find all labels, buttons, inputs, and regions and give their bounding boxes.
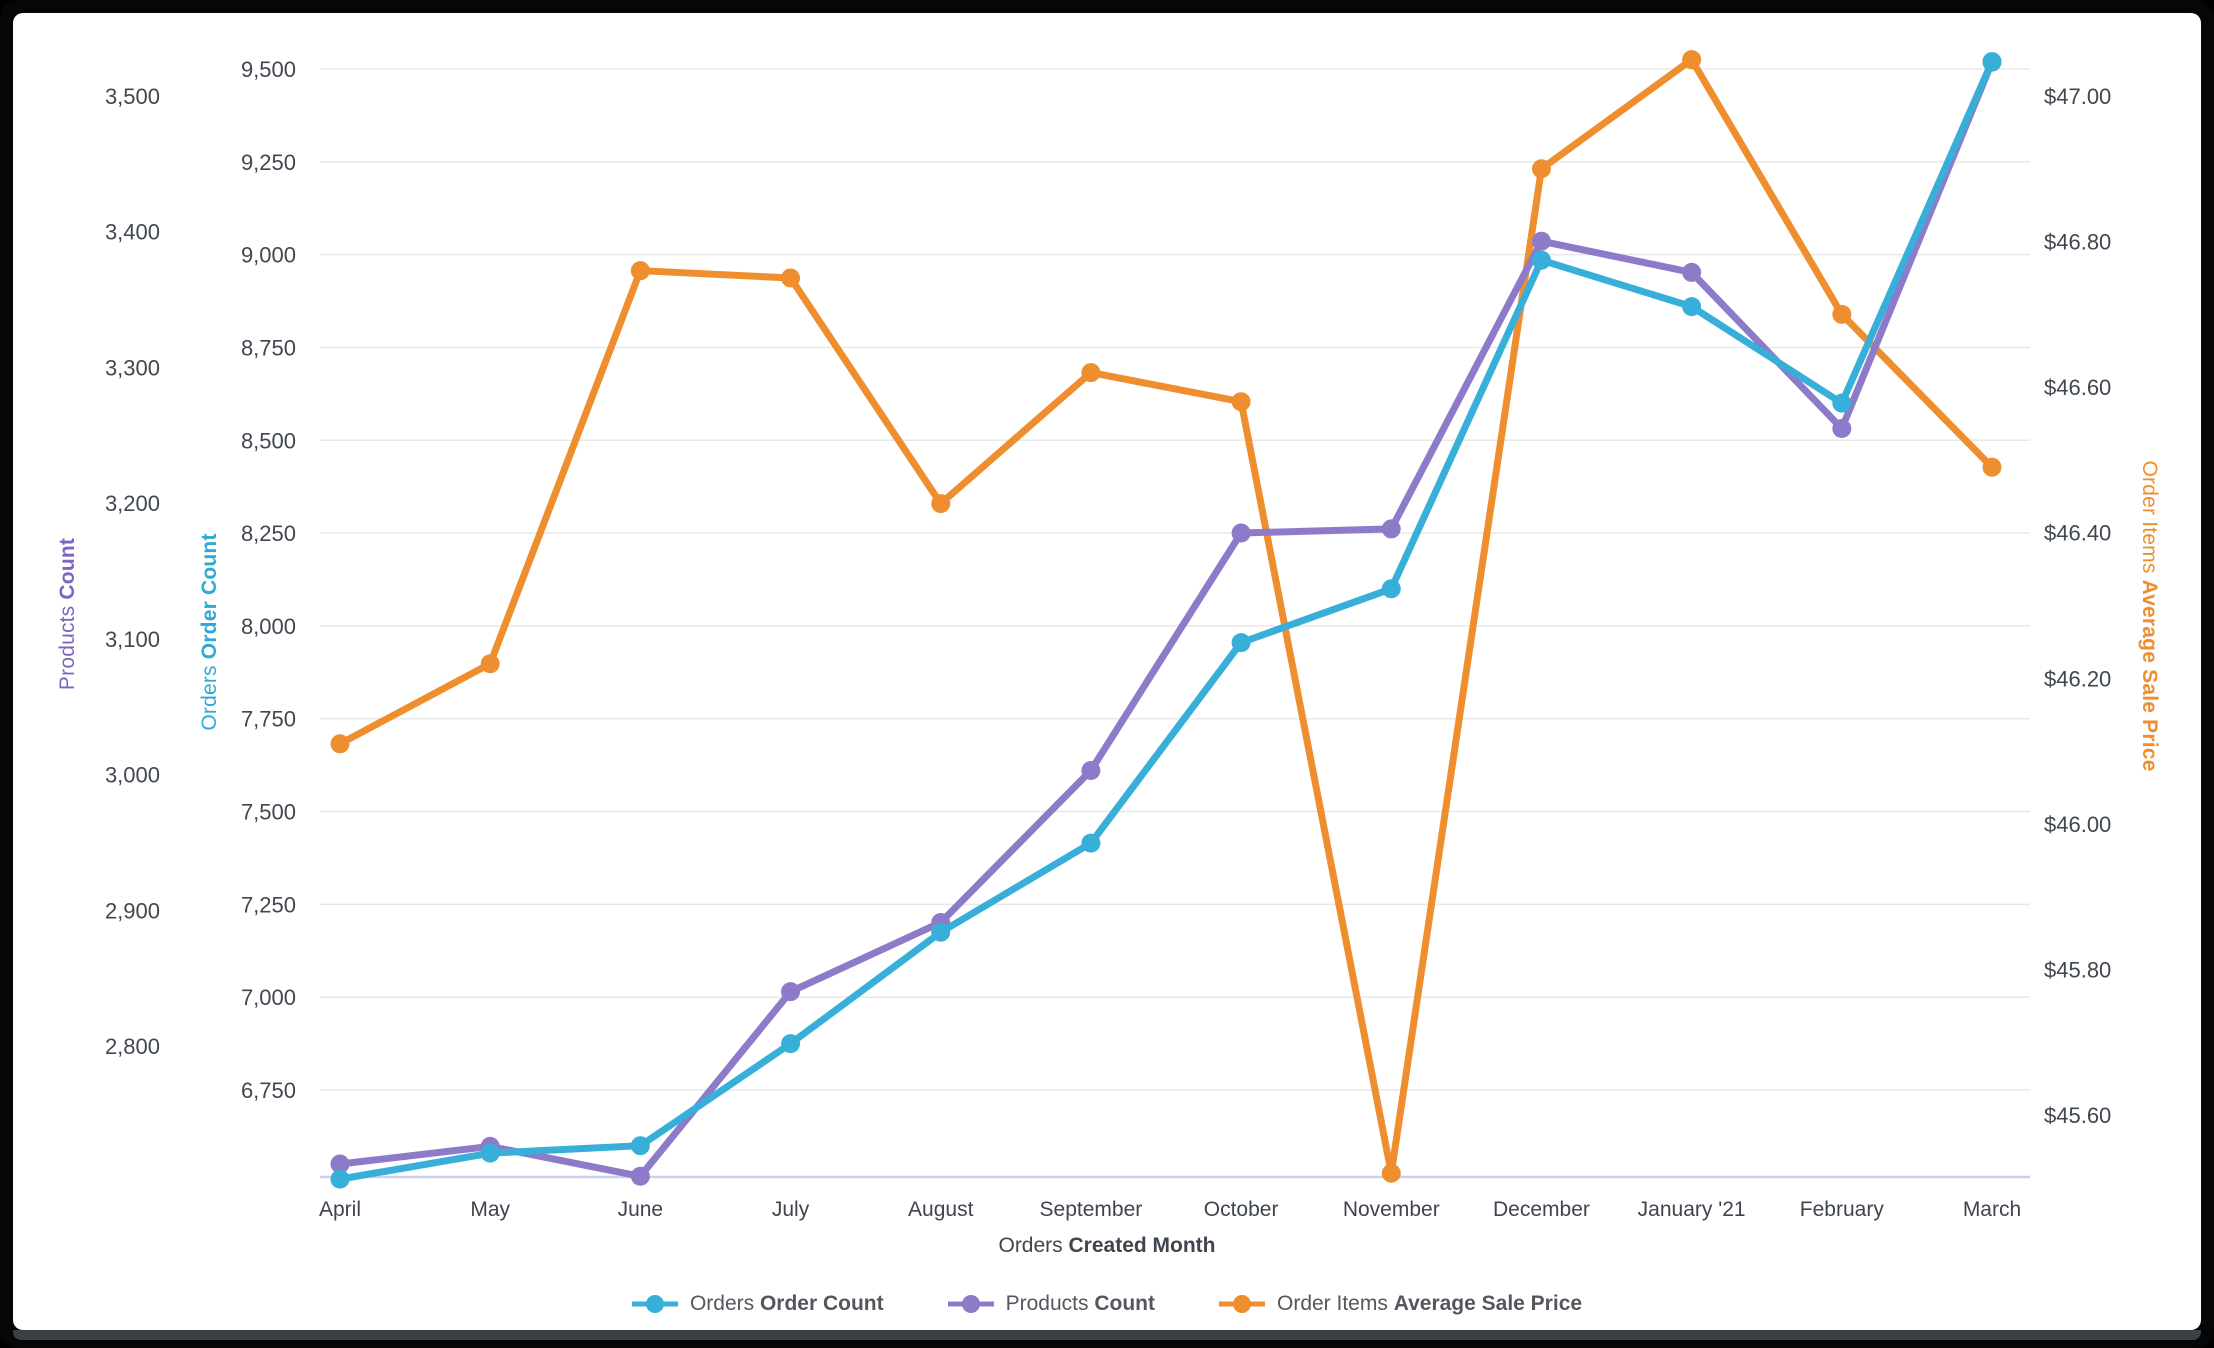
series-line-orders_order_count [336, 58, 1996, 1183]
orders-tick-label: 9,250 [241, 150, 296, 175]
price-tick-label: $46.60 [2044, 375, 2111, 400]
data-point-products_count-10[interactable] [1832, 418, 1852, 438]
data-point-products_count-9[interactable] [1682, 262, 1702, 282]
series-line-products_count [336, 58, 1996, 1180]
x-tick-label: May [470, 1198, 510, 1221]
legend-item-orders-order-count[interactable]: Orders Order Count [631, 1292, 884, 1316]
legend-marker-icon [631, 1295, 678, 1313]
legend-marker-icon [1219, 1295, 1265, 1313]
window-bottom-edge [13, 1330, 2201, 1340]
data-point-orders_order_count-0[interactable] [330, 1169, 350, 1189]
data-point-products_count-5[interactable] [1081, 760, 1101, 780]
data-point-orders_order_count-3[interactable] [781, 1034, 801, 1054]
price-tick-label: $47.00 [2044, 84, 2111, 109]
data-point-products_count-2[interactable] [630, 1166, 650, 1186]
orders-tick-label: 8,750 [241, 335, 296, 360]
data-point-order_items_average_sale_price-9[interactable] [1682, 50, 1702, 70]
x-tick-label: January '21 [1638, 1198, 1746, 1221]
products-tick-label: 3,300 [105, 355, 160, 380]
data-point-products_count-6[interactable] [1231, 523, 1251, 543]
price-tick-label: $46.80 [2044, 230, 2111, 255]
legend-marker-icon [947, 1295, 994, 1313]
orders-tick-label: 8,000 [241, 614, 296, 639]
x-tick-label: October [1204, 1198, 1279, 1221]
x-tick-label: March [1963, 1198, 2021, 1221]
price-tick-label: $46.40 [2044, 521, 2111, 546]
products-tick-label: 3,500 [105, 84, 160, 109]
products-tick-label: 2,800 [105, 1034, 160, 1059]
orders-tick-label: 7,250 [241, 892, 296, 917]
data-point-orders_order_count-11[interactable] [1982, 52, 2002, 72]
data-point-orders_order_count-5[interactable] [1081, 833, 1101, 853]
orders-tick-label: 8,250 [241, 521, 296, 546]
x-tick-label: June [618, 1198, 664, 1221]
data-point-order_items_average_sale_price-4[interactable] [931, 494, 951, 514]
data-point-order_items_average_sale_price-1[interactable] [480, 654, 500, 674]
data-point-orders_order_count-6[interactable] [1231, 633, 1251, 653]
products-tick-label: 3,100 [105, 627, 160, 652]
products-tick-label: 3,000 [105, 763, 160, 788]
x-tick-label: December [1493, 1198, 1590, 1221]
legend-label: Orders Order Count [689, 1292, 884, 1315]
legend-item-products-count[interactable]: Products Count [947, 1292, 1155, 1316]
data-point-orders_order_count-7[interactable] [1381, 579, 1401, 599]
x-tick-label: February [1800, 1198, 1885, 1221]
y-axis-title-orders-order-count: Orders Order Count [198, 533, 221, 731]
data-point-products_count-8[interactable] [1531, 231, 1551, 251]
orders-tick-label: 9,000 [241, 243, 296, 268]
data-point-order_items_average_sale_price-6[interactable] [1231, 392, 1251, 412]
y-axis-title-average-sale-price: Order Items Average Sale Price [2138, 460, 2161, 772]
data-point-order_items_average_sale_price-8[interactable] [1531, 159, 1551, 179]
legend-label: Products Count [1005, 1292, 1155, 1315]
x-tick-label: July [772, 1198, 810, 1221]
products-tick-label: 3,400 [105, 220, 160, 245]
data-point-orders_order_count-8[interactable] [1531, 250, 1551, 270]
data-point-products_count-0[interactable] [330, 1154, 350, 1174]
orders-tick-label: 7,000 [241, 985, 296, 1010]
data-point-order_items_average_sale_price-5[interactable] [1081, 363, 1101, 383]
x-tick-label: November [1343, 1198, 1440, 1221]
legend-item-average-sale-price[interactable]: Order Items Average Sale Price [1219, 1292, 1582, 1316]
y-axis-title-products-count: Products Count [56, 537, 79, 691]
orders-tick-label: 6,750 [241, 1078, 296, 1103]
data-point-order_items_average_sale_price-7[interactable] [1381, 1163, 1401, 1183]
data-point-order_items_average_sale_price-2[interactable] [630, 261, 650, 281]
orders-tick-label: 9,500 [241, 57, 296, 82]
orders-tick-label: 7,750 [241, 707, 296, 732]
products-tick-label: 3,200 [105, 491, 160, 516]
price-tick-label: $46.20 [2044, 666, 2111, 691]
data-point-order_items_average_sale_price-10[interactable] [1832, 304, 1852, 324]
x-axis-title: Orders Created Month [998, 1234, 1216, 1257]
price-tick-label: $46.00 [2044, 812, 2111, 837]
legend-label: Order Items Average Sale Price [1277, 1292, 1583, 1315]
chart-legend: Orders Order Count Products Count Order … [0, 1292, 2214, 1316]
orders-tick-label: 7,500 [241, 800, 296, 825]
data-point-products_count-7[interactable] [1381, 519, 1401, 539]
products-tick-label: 2,900 [105, 898, 160, 923]
data-point-orders_order_count-2[interactable] [630, 1136, 650, 1156]
data-point-products_count-3[interactable] [781, 982, 801, 1002]
x-tick-label: April [319, 1198, 361, 1221]
data-point-orders_order_count-10[interactable] [1832, 393, 1852, 413]
price-tick-label: $45.80 [2044, 957, 2111, 982]
data-point-orders_order_count-9[interactable] [1682, 297, 1702, 317]
chart-card [13, 13, 2201, 1330]
data-point-orders_order_count-1[interactable] [480, 1143, 500, 1163]
x-tick-label: August [908, 1198, 974, 1221]
orders-tick-label: 8,500 [241, 428, 296, 453]
price-tick-label: $45.60 [2044, 1103, 2111, 1128]
x-tick-label: September [1040, 1198, 1143, 1221]
series-line-order_items_average_sale_price [336, 56, 1996, 1177]
data-point-order_items_average_sale_price-3[interactable] [781, 268, 801, 288]
data-point-order_items_average_sale_price-11[interactable] [1982, 457, 2002, 477]
data-point-order_items_average_sale_price-0[interactable] [330, 734, 350, 754]
data-point-orders_order_count-4[interactable] [931, 922, 951, 942]
